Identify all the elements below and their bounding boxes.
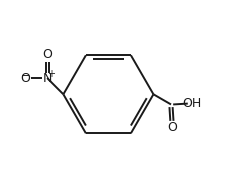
- Text: +: +: [47, 69, 55, 79]
- Text: O: O: [20, 72, 30, 85]
- Text: −: −: [20, 71, 30, 81]
- Text: O: O: [167, 121, 177, 134]
- Text: N: N: [42, 72, 52, 85]
- Text: OH: OH: [182, 97, 202, 110]
- Text: O: O: [42, 48, 52, 61]
